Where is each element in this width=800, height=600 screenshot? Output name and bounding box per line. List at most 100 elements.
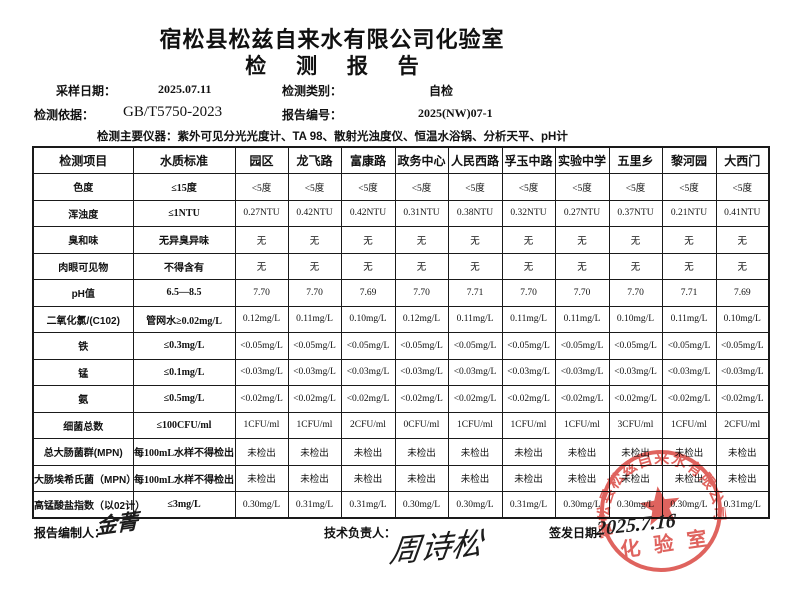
table-row: 总大肠菌群(MPN) 每100mL水样不得检出 未检出 未检出 未检出 未检出 未检出 未检出… [32, 438, 770, 466]
value-cell: 0.30mg/L [554, 491, 610, 519]
column-header: 大西门 [715, 146, 770, 174]
value-cell: <0.05mg/L [234, 332, 289, 360]
standard-cell: ≤1NTU [132, 199, 236, 227]
page-title: 宿松县松兹自来水有限公司化验室 [159, 27, 505, 52]
value-cell: <0.03mg/L [608, 358, 663, 386]
value-cell: <0.02mg/L [715, 385, 770, 413]
issue-date-label: 签发日期： [549, 526, 610, 540]
value-cell: 未检出 [234, 438, 289, 466]
value-cell: 0.10mg/L [340, 305, 396, 333]
column-header: 龙飞路 [287, 146, 342, 174]
page-subtitle: 检 测 报 告 [245, 55, 431, 78]
value-cell: <0.02mg/L [661, 385, 717, 413]
column-header: 人民西路 [447, 146, 503, 174]
item-name-cell: 臭和味 [32, 226, 134, 254]
value-cell: 1CFU/ml [287, 411, 342, 439]
value-cell: 未检出 [394, 438, 449, 466]
value-cell: <5度 [287, 173, 342, 201]
table-row: 细菌总数 ≤100CFU/ml 1CFU/ml 1CFU/ml 2CFU/ml 0CFU/… [32, 411, 770, 439]
table-row: 锰 ≤0.1mg/L <0.03mg/L <0.03mg/L <0.03mg/L <0.0… [32, 358, 770, 386]
value-cell: 未检出 [340, 438, 396, 466]
test-type-value: 自检 [429, 84, 454, 98]
value-cell: <5度 [554, 173, 610, 201]
value-cell: 0.31mg/L [340, 491, 396, 519]
value-cell: 无 [661, 226, 717, 254]
value-cell: 未检出 [608, 464, 663, 492]
value-cell: <5度 [394, 173, 449, 201]
column-header: 水质标准 [132, 146, 236, 174]
value-cell: <0.02mg/L [608, 385, 663, 413]
value-cell: 无 [340, 252, 396, 280]
value-cell: 无 [234, 252, 289, 280]
table-row: 大肠埃希氏菌（MPN） 每100mL水样不得检出 未检出 未检出 未检出 未检出 未检出 未检… [32, 464, 770, 492]
value-cell: <5度 [501, 173, 556, 201]
value-cell: 0.42NTU [340, 199, 396, 227]
table-row: pH值 6.5—8.5 7.70 7.70 7.69 7.70 7.71 7.70 7.70 7.… [32, 279, 770, 307]
value-cell: 未检出 [234, 464, 289, 492]
value-cell: 1CFU/ml [501, 411, 556, 439]
value-cell: 7.70 [234, 279, 289, 307]
value-cell: <0.05mg/L [447, 332, 503, 360]
value-cell: 7.69 [340, 279, 396, 307]
column-header: 富康路 [340, 146, 396, 174]
value-cell: <5度 [340, 173, 396, 201]
standard-cell: ≤0.3mg/L [132, 332, 236, 360]
value-cell: 未检出 [715, 464, 770, 492]
standard-cell: 6.5—8.5 [132, 279, 236, 307]
column-header: 孚玉中路 [501, 146, 556, 174]
results-table: 检测项目 水质标准 园区 龙飞路 富康路 政务中心 人民西路 孚玉中路 实验中学 五里乡 黎河园 大西… [32, 146, 770, 519]
value-cell: 无 [287, 226, 342, 254]
value-cell: 未检出 [340, 464, 396, 492]
value-cell: 无 [608, 252, 663, 280]
value-cell: 无 [234, 226, 289, 254]
value-cell: 无 [287, 252, 342, 280]
value-cell: 无 [501, 252, 556, 280]
value-cell: <0.03mg/L [287, 358, 342, 386]
table-row: 铁 ≤0.3mg/L <0.05mg/L <0.05mg/L <0.05mg/L <0.0… [32, 332, 770, 360]
value-cell: <0.03mg/L [234, 358, 289, 386]
basis-label: 检测依据： [34, 108, 95, 122]
standard-cell: ≤0.5mg/L [132, 385, 236, 413]
value-cell: 无 [661, 252, 717, 280]
value-cell: <0.05mg/L [287, 332, 342, 360]
value-cell: 0.31NTU [394, 199, 449, 227]
value-cell: <0.05mg/L [608, 332, 663, 360]
item-name-cell: 大肠埃希氏菌（MPN） [32, 464, 136, 492]
value-cell: 7.71 [447, 279, 503, 307]
table-row: 色度 ≤15度 <5度 <5度 <5度 <5度 <5度 <5度 <5度 <5度 <5度 <5度 [32, 173, 770, 201]
value-cell: 7.71 [661, 279, 717, 307]
value-cell: 无 [554, 226, 610, 254]
preparer-signature: 金菁 [96, 508, 138, 540]
value-cell: 未检出 [501, 438, 556, 466]
value-cell: <0.03mg/L [340, 358, 396, 386]
value-cell: <0.02mg/L [447, 385, 503, 413]
value-cell: <0.02mg/L [554, 385, 610, 413]
item-name-cell: 氨 [32, 385, 134, 413]
column-header: 黎河园 [661, 146, 717, 174]
value-cell: 3CFU/ml [608, 411, 663, 439]
value-cell: 无 [608, 226, 663, 254]
value-cell: <0.03mg/L [554, 358, 610, 386]
value-cell: 0.31mg/L [287, 491, 342, 519]
value-cell: <0.05mg/L [554, 332, 610, 360]
value-cell: 0.27NTU [234, 199, 289, 227]
value-cell: 0.12mg/L [234, 305, 289, 333]
basis-value: GB/T5750-2023 [123, 104, 223, 120]
value-cell: 0.11mg/L [287, 305, 342, 333]
value-cell: 7.70 [554, 279, 610, 307]
value-cell: 0.11mg/L [661, 305, 717, 333]
value-cell: <0.02mg/L [501, 385, 556, 413]
value-cell: 0.27NTU [554, 199, 610, 227]
tech-lead-signature: 周诗松 [387, 525, 485, 570]
value-cell: 无 [447, 252, 503, 280]
report-no-value: 2025(NW)07-1 [418, 106, 493, 120]
value-cell: 无 [447, 226, 503, 254]
value-cell: 7.70 [501, 279, 556, 307]
value-cell: 未检出 [715, 438, 770, 466]
value-cell: 未检出 [501, 464, 556, 492]
value-cell: 0.12mg/L [394, 305, 449, 333]
standard-cell: ≤100CFU/ml [132, 411, 236, 439]
standard-cell: 每100mL水样不得检出 [132, 438, 236, 466]
value-cell: 未检出 [661, 464, 717, 492]
value-cell: 0.11mg/L [447, 305, 503, 333]
